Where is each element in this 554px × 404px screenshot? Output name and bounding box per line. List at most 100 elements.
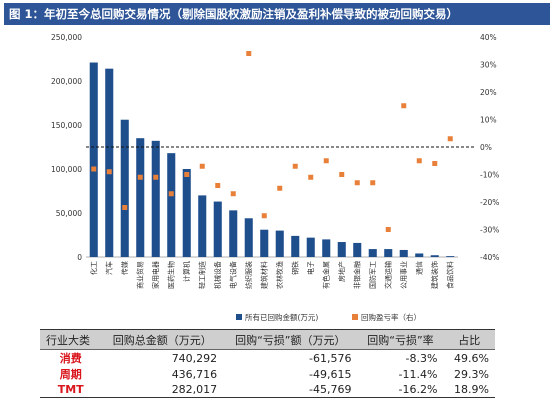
- point-汽车: [106, 169, 112, 175]
- category-label: 化工: [89, 261, 98, 275]
- bar-公用事业: [399, 249, 408, 257]
- category-label: 食品饮料: [445, 261, 454, 289]
- bar-通信: [415, 253, 424, 257]
- cell-total-amount: 282,017: [101, 382, 224, 398]
- bar-房地产: [337, 242, 346, 257]
- cell-loss-amount: -49,615: [308, 367, 352, 381]
- cell-loss-amount: -45,769: [223, 382, 358, 398]
- category-label: 传媒: [120, 261, 129, 275]
- scatter-series: [91, 51, 453, 232]
- right-tick-label: 10%: [480, 116, 497, 125]
- legend-scatter-label: 回购盈亏率（右）: [361, 312, 421, 322]
- summary-table: 行业大类 回购总金额（万元） 回购“亏损”额（万元） 回购“亏损”率 占比 消费…: [40, 329, 495, 398]
- header-total-amount: 回购总金额（万元）: [101, 329, 224, 350]
- left-tick-label: 100,000: [51, 165, 82, 174]
- point-建筑装饰: [432, 161, 438, 166]
- point-有色金属: [323, 158, 329, 164]
- cell-loss-rate: -8.3%: [405, 351, 438, 365]
- bar-交通运输: [384, 249, 393, 257]
- header-loss-rate: 回购“亏损”率: [357, 329, 444, 350]
- buyback-chart: 0 50,000 100,000 150,000 200,000 250,000 -40%…: [51, 33, 499, 322]
- right-axis-ticks: -40% -30% -20% -10% 0% 10% 20% 30% 40%: [480, 33, 499, 262]
- bar-化工: [89, 62, 98, 257]
- right-tick-label: -40%: [480, 253, 499, 262]
- category-label: 商业贸易: [135, 261, 144, 289]
- bar-计算机: [182, 169, 191, 257]
- left-axis-ticks: 0 50,000 100,000 150,000 200,000 250,000: [51, 33, 82, 262]
- bar-有色金属: [322, 239, 331, 257]
- point-农林牧渔: [277, 185, 283, 191]
- point-电气设备: [230, 191, 236, 197]
- cell-share: 18.9%: [443, 382, 495, 398]
- legend-bar-swatch: [236, 314, 242, 320]
- point-传媒: [122, 205, 128, 210]
- row-label: 消费: [59, 352, 82, 365]
- category-label: 公用事业: [399, 261, 408, 289]
- category-label: 有色金属: [321, 261, 330, 289]
- cell-loss-rate: -11.4%: [398, 367, 438, 381]
- cell-share: 49.6%: [454, 351, 489, 365]
- category-label: 纺织服装: [244, 261, 253, 289]
- point-交通运输: [385, 227, 391, 232]
- point-商业贸易: [137, 174, 143, 180]
- table-row: TMT 282,017 -45,769 -16.2% 18.9%: [40, 382, 495, 398]
- point-医药生物: [168, 191, 174, 197]
- category-label: 汽车: [104, 261, 113, 275]
- bar-钢铁: [291, 235, 300, 257]
- header-loss-amount: 回购“亏损”额（万元）: [223, 329, 358, 350]
- category-label: 电气设备: [228, 261, 237, 289]
- header-share: 占比: [443, 329, 495, 350]
- right-tick-label: 40%: [480, 33, 497, 42]
- chart-legend: 所有已回购金额(万元) 回购盈亏率（右）: [236, 312, 421, 322]
- point-机械设备: [215, 183, 221, 188]
- row-label: TMT: [40, 382, 102, 398]
- point-食品饮料: [447, 136, 453, 142]
- category-label: 建筑装饰: [430, 261, 439, 289]
- bar-电子: [306, 237, 315, 257]
- category-label: 通信: [414, 261, 423, 275]
- category-label: 农林牧渔: [275, 261, 284, 289]
- point-化工: [91, 166, 97, 172]
- left-tick-label: 200,000: [51, 77, 82, 86]
- point-轻工制造: [199, 163, 205, 169]
- right-tick-label: 0%: [480, 143, 492, 152]
- category-label: 交通运输: [383, 261, 392, 289]
- right-tick-label: -10%: [480, 171, 499, 180]
- category-label: 家用电器: [151, 261, 160, 289]
- bar-建筑材料: [260, 229, 269, 257]
- bar-轻工制造: [198, 195, 207, 257]
- bar-纺织服装: [244, 218, 253, 257]
- legend-bar-label: 所有已回购金额(万元): [245, 312, 318, 322]
- category-label: 计算机: [182, 261, 191, 282]
- legend-scatter-swatch: [352, 314, 358, 320]
- right-tick-label: 20%: [480, 88, 497, 97]
- category-label: 房地产: [337, 261, 346, 282]
- left-tick-label: 50,000: [56, 209, 82, 218]
- bar-家用电器: [151, 140, 160, 257]
- point-非银金融: [354, 180, 360, 186]
- point-房地产: [339, 172, 345, 177]
- bar-医药生物: [167, 153, 176, 257]
- right-tick-label: -30%: [480, 226, 499, 235]
- table-row: 周期 436,716 -49,615 -11.4% 29.3%: [40, 366, 495, 382]
- bar-电气设备: [229, 210, 238, 257]
- bar-汽车: [105, 68, 114, 258]
- figure-title: 图 1：年初至今总回购交易情况（剔除国股权激励注销及盈利补偿导致的被动回购交易）: [4, 3, 550, 25]
- point-电子: [308, 174, 314, 180]
- category-label: 国防军工: [368, 261, 377, 289]
- right-tick-label: 30%: [480, 61, 497, 70]
- cell-loss-amount: -61,576: [308, 351, 352, 365]
- point-钢铁: [292, 163, 298, 169]
- right-tick-label: -20%: [480, 198, 499, 207]
- cell-total-amount: 740,292: [171, 351, 218, 365]
- bar-传媒: [120, 119, 129, 257]
- header-sector: 行业大类: [40, 329, 102, 350]
- bar-series: [89, 62, 455, 258]
- point-公用事业: [401, 103, 407, 109]
- cell-loss-rate: -16.2%: [357, 382, 444, 398]
- cell-total-amount: 436,716: [171, 367, 218, 381]
- point-国防军工: [370, 180, 376, 186]
- row-label: 周期: [59, 368, 82, 381]
- point-建筑材料: [261, 213, 267, 219]
- category-label: 建筑材料: [259, 261, 268, 289]
